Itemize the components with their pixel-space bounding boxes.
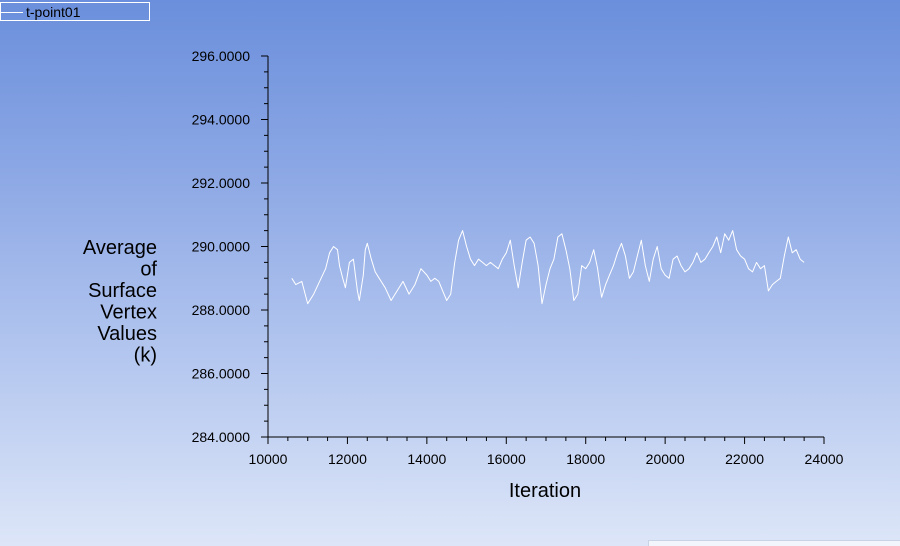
x-tick-label: 22000 [725,451,764,467]
chart-axes [267,56,824,438]
x-tick-label: 10000 [249,451,288,467]
x-tick-label: 24000 [805,451,844,467]
y-axis-title-line: Average [83,237,157,259]
y-tick-label: 290.0000 [192,239,251,255]
y-tick-label: 292.0000 [192,175,251,191]
x-tick-label: 20000 [646,451,685,467]
y-axis-title-line: Vertex [100,302,157,324]
x-tick-label: 16000 [487,451,526,467]
y-axis-title-line: (k) [134,345,157,367]
y-tick-label: 286.0000 [192,366,251,382]
x-axis-title: Iteration [509,480,581,502]
y-axis-title-line: Values [97,323,157,345]
y-tick-label: 288.0000 [192,302,251,318]
chart-ticks: 284.0000 286.0000 288.0000 290.0000 292.0000… [192,48,844,467]
series-line-t-point01 [291,230,805,305]
y-axis-title-line: of [140,259,157,281]
y-tick-label: 296.0000 [192,48,251,64]
y-tick-label: 284.0000 [192,429,251,445]
legend-swatch [1,12,23,13]
x-tick-label: 12000 [328,451,367,467]
x-tick-label: 18000 [566,451,605,467]
x-tick-label: 14000 [407,451,446,467]
y-axis-title-line: Surface [88,280,157,302]
series-layer [291,230,805,305]
y-tick-label: 294.0000 [192,112,251,128]
corner-panel [648,540,900,546]
legend: t-point01 [0,2,150,21]
legend-label: t-point01 [26,4,81,20]
